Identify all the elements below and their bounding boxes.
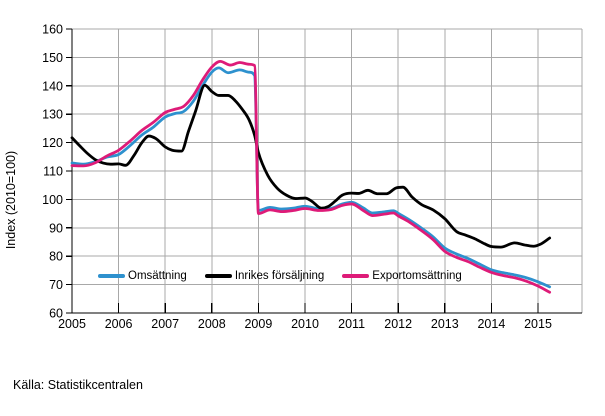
y-tick-label: 120 (42, 136, 63, 150)
legend-label: Exportomsättning (372, 270, 462, 282)
y-axis-tick-labels: 60 70 80 90 100 110 120 130 140 150 160 (42, 23, 63, 321)
legend-item-oms-ttning: Omsättning (98, 270, 187, 282)
x-tick-label: 2014 (477, 317, 505, 331)
x-tick-label: 2009 (244, 317, 272, 331)
x-tick-label: 2006 (105, 317, 133, 331)
legend-line-swatch (98, 274, 125, 278)
x-tick-label: 2008 (198, 317, 226, 331)
legend-line-swatch (204, 274, 232, 278)
legend-label: Inrikes försäljning (234, 270, 325, 282)
y-tick-label: 160 (42, 23, 63, 37)
x-tick-label: 2012 (384, 317, 412, 331)
y-tick-label: 60 (49, 307, 63, 321)
legend-line-swatch (342, 274, 370, 278)
x-tick-label: 2007 (151, 317, 179, 331)
axes (66, 28, 582, 314)
y-tick-label: 100 (42, 193, 63, 207)
source-note: Källa: Statistikcentralen (13, 378, 143, 392)
x-tick-label: 2015 (524, 317, 552, 331)
series-line-exportoms-ttning (70, 59, 552, 294)
y-tick-label: 140 (42, 79, 63, 93)
y-tick-label: 110 (43, 165, 63, 179)
y-tick-label: 130 (42, 108, 63, 122)
legend-label: Omsättning (128, 270, 187, 282)
series-lines (70, 59, 552, 294)
y-axis-title: Index (2010=100) (4, 151, 18, 249)
x-tick-label: 2013 (431, 317, 459, 331)
legend-item-inrikes-f-rs-ljning: Inrikes försäljning (204, 270, 325, 282)
series-line-oms-ttning (70, 66, 552, 289)
series-line-inrikes-f-rs-ljning (70, 83, 552, 249)
y-tick-label: 70 (49, 278, 63, 292)
y-tick-label: 150 (42, 51, 63, 65)
x-tick-label: 2011 (338, 317, 365, 331)
legend-item-exportoms-ttning: Exportomsättning (342, 270, 462, 282)
legend: Omsättning Inrikes försäljning Exportomsät… (98, 270, 462, 282)
x-tick-label: 2010 (291, 317, 319, 331)
y-tick-label: 80 (49, 250, 63, 264)
y-tick-label: 90 (49, 221, 63, 235)
x-tick-label: 2005 (58, 317, 86, 331)
x-axis-tick-labels: 2005 2006 2007 2008 2009 2010 2011 2012 2013 2014… (58, 317, 552, 331)
